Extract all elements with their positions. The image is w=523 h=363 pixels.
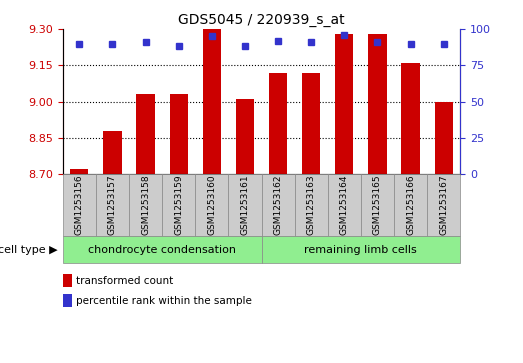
Text: GSM1253162: GSM1253162 — [274, 175, 282, 235]
Text: GSM1253163: GSM1253163 — [306, 175, 316, 236]
Text: GSM1253158: GSM1253158 — [141, 175, 150, 236]
Title: GDS5045 / 220939_s_at: GDS5045 / 220939_s_at — [178, 13, 345, 26]
Bar — [236, 99, 254, 174]
Bar — [169, 94, 188, 174]
Bar — [435, 102, 453, 174]
Text: GSM1253161: GSM1253161 — [241, 175, 249, 236]
Text: transformed count: transformed count — [76, 276, 173, 286]
Bar — [137, 94, 155, 174]
Text: remaining limb cells: remaining limb cells — [304, 245, 417, 254]
Bar — [368, 34, 386, 174]
Text: GSM1253159: GSM1253159 — [174, 175, 183, 236]
Bar — [104, 131, 121, 174]
Bar — [269, 73, 287, 174]
Text: GSM1253166: GSM1253166 — [406, 175, 415, 236]
Text: chondrocyte condensation: chondrocyte condensation — [88, 245, 236, 254]
Bar — [70, 170, 88, 174]
Text: GSM1253160: GSM1253160 — [207, 175, 217, 236]
Bar — [203, 29, 221, 174]
Bar — [402, 63, 419, 174]
Text: GSM1253165: GSM1253165 — [373, 175, 382, 236]
Text: GSM1253156: GSM1253156 — [75, 175, 84, 236]
Text: cell type ▶: cell type ▶ — [0, 245, 58, 254]
Bar — [335, 34, 354, 174]
Text: GSM1253164: GSM1253164 — [340, 175, 349, 235]
Bar — [302, 73, 320, 174]
Text: percentile rank within the sample: percentile rank within the sample — [76, 295, 252, 306]
Text: GSM1253167: GSM1253167 — [439, 175, 448, 236]
Text: GSM1253157: GSM1253157 — [108, 175, 117, 236]
